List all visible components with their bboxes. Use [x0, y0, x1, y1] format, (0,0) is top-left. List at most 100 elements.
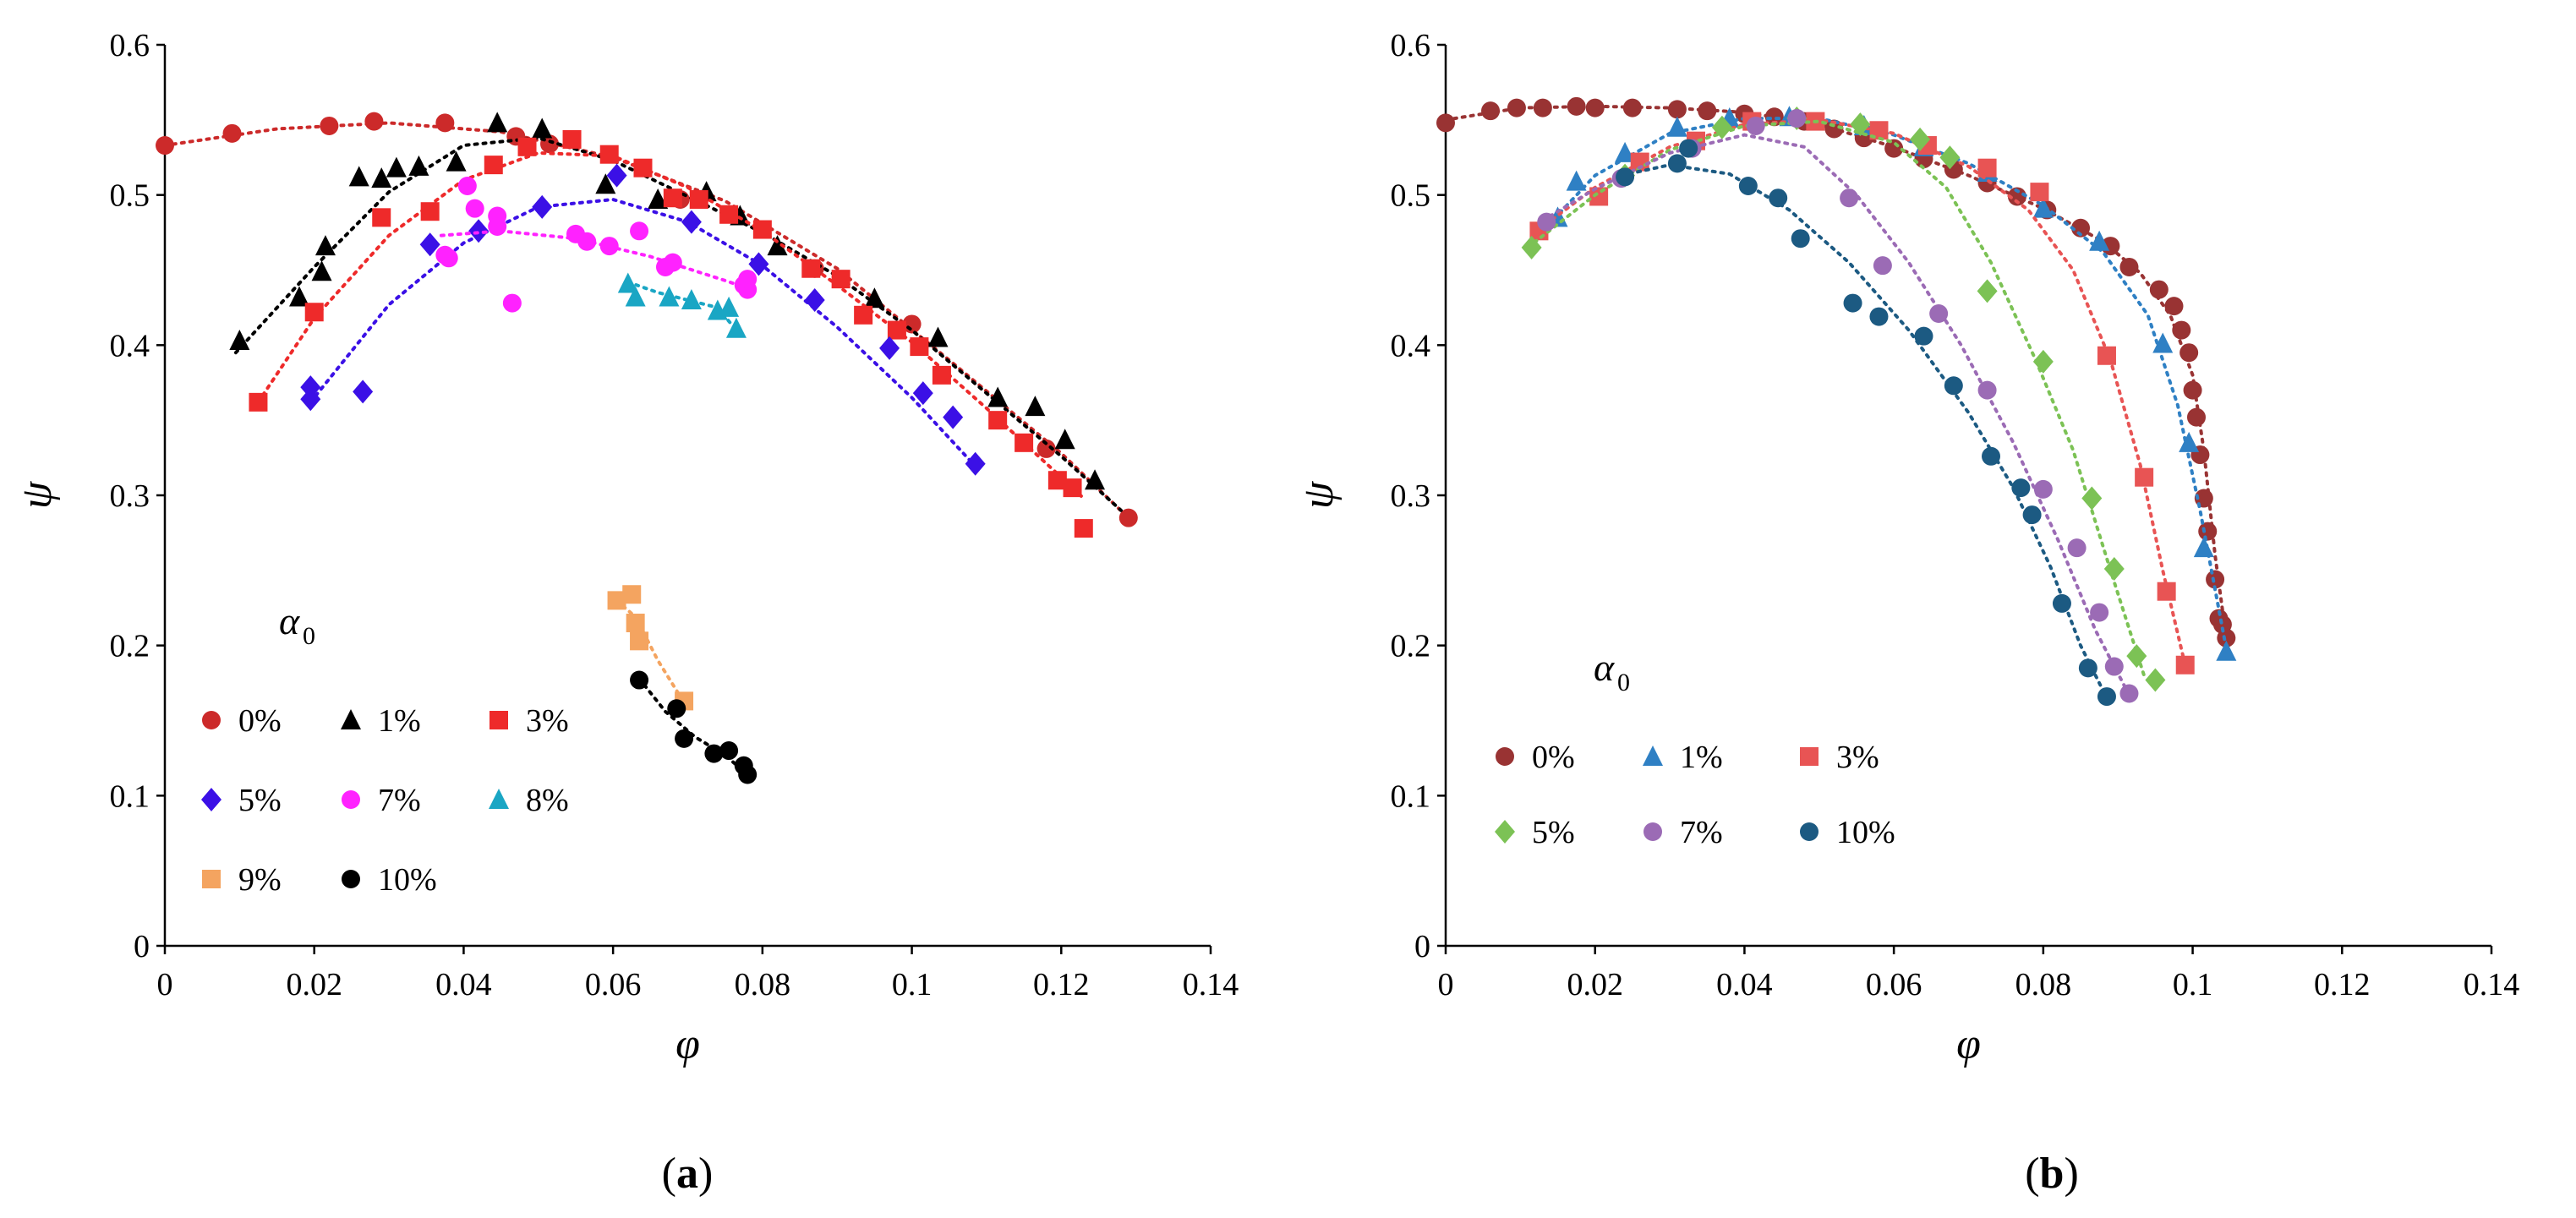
panel-b-legend-title-subscript: 0 [1617, 669, 1630, 696]
panel-a-series-1pct-point [487, 112, 508, 133]
panel-a-y-tick-label: 0.6 [110, 28, 150, 63]
panel-b-series-1pct-point [2216, 640, 2237, 661]
panel-a-x-axis-title: φ [675, 1020, 700, 1068]
panel-b-y-tick-label: 0.5 [1391, 178, 1431, 214]
panel-a-series-8pct-point [617, 272, 638, 293]
panel-b-series-10pct-point [1843, 293, 1862, 313]
panel-a-series-5pct-point [300, 375, 321, 400]
panel-b-series-5pct-point [1939, 145, 1961, 170]
panel-a-legend-5pct-marker [201, 788, 222, 811]
panel-a-series-3pct-point [887, 320, 906, 340]
panel-a-series-7pct-point [457, 177, 477, 196]
panel-a-series-1pct-point [987, 386, 1009, 407]
panel-a-series-5pct-point [965, 451, 986, 476]
panel-b-series-0pct-point [2186, 407, 2206, 427]
panel-b-series-3pct-point [1630, 152, 1649, 172]
panel-b-series-0pct-point [2172, 320, 2191, 340]
panel-a-series-1pct-point [311, 260, 332, 281]
panel-b-series-0pct-point [2119, 257, 2139, 276]
panel-a-y-tick-label: 0.5 [110, 178, 150, 214]
panel-b-series-10pct-trendline [1619, 163, 2108, 700]
panel-b-series-3pct-point [2175, 655, 2195, 675]
panel-b-series-7pct-point [2119, 684, 2139, 703]
panel-a-series-8pct-point [725, 317, 747, 338]
panel-b-x-tick-label: 0.1 [2173, 967, 2213, 1002]
panel-a-x-tick-label: 0.06 [585, 967, 642, 1002]
panel-a-series-7pct-point [439, 249, 458, 268]
panel-a-series-1pct-point [314, 235, 336, 256]
panel-a-series-1pct-point [1025, 396, 1046, 417]
panel-a-series-5pct-point [532, 194, 553, 219]
panel-a-series-5pct-point [748, 252, 769, 276]
panel-b-y-tick-label: 0.3 [1391, 478, 1431, 514]
panel-b-series-7pct-point [2033, 479, 2053, 499]
panel-a-series-10pct-point [719, 741, 739, 761]
panel-b-series-7pct-point [1873, 256, 1892, 276]
panel-b-label: (b) [2025, 1150, 2079, 1198]
panel-a-series-0pct-point [435, 113, 455, 133]
panel-b-series-5pct-point [2103, 557, 2125, 582]
panel-a-series-7pct-point [630, 221, 649, 241]
panel-a-series-5pct-point [879, 336, 900, 360]
panel-a-series-3pct-point [932, 365, 951, 385]
panel-a-series-3pct-point [801, 259, 821, 278]
panel-a-series-1pct-point [446, 150, 467, 172]
panel-b-series-0pct-point [1533, 98, 1552, 117]
panel-a-series-9pct-point [626, 614, 645, 633]
panel-a-series-1pct-point [229, 330, 250, 351]
panel-a-series-3pct-point [689, 189, 708, 209]
panel-a-series-1pct-point [348, 166, 369, 187]
panel-a-series-1pct-trendline [233, 136, 1123, 512]
panel-b-series-10pct-point [1769, 188, 1788, 208]
panel-a-series-3pct-point [420, 202, 440, 221]
panel-b-series-3pct-point [1977, 158, 1997, 178]
panel-a-series-3pct-point [988, 411, 1008, 430]
panel-a-series-3pct-point [517, 137, 537, 156]
panel-b-series-7pct-point [2090, 603, 2109, 622]
panel-a-y-tick-label: 0.1 [110, 778, 150, 814]
panel-a-series-7pct-point [465, 199, 484, 218]
panel-a-legend-3pct-label: 3% [526, 703, 569, 739]
panel-a-series-3pct-point [304, 303, 324, 322]
panel-a-series-1pct-point [1085, 469, 1106, 490]
panel-b-y-tick-label: 0.2 [1391, 629, 1431, 664]
panel-a-series-0pct-point [364, 112, 384, 131]
panel-a-x-tick-label: 0.12 [1033, 967, 1090, 1002]
panel-b-series-0pct-point [1698, 101, 1717, 121]
panel-b-series-5pct-point [1910, 127, 1931, 151]
panel-a-series-5pct-point [681, 210, 702, 234]
panel-b-x-tick-label: 0.08 [2015, 967, 2072, 1002]
panel-b-series-1pct-point [2152, 332, 2174, 353]
panel-a-series-5pct-point [943, 405, 964, 429]
panel-b-legend-5pct-marker [1495, 820, 1515, 844]
panel-a-series-1pct-point [648, 188, 669, 209]
panel-a-x-tick-label: 0.04 [435, 967, 492, 1002]
panel-b-series-10pct-point [2052, 593, 2071, 613]
panel-a-series-0pct-point [222, 123, 242, 143]
panel-b-legend-0pct-label: 0% [1532, 740, 1575, 775]
panel-a-series-10pct-point [675, 729, 694, 748]
panel-b-series-0pct-point [2149, 280, 2169, 299]
panel-a-series-3pct-point [372, 208, 391, 227]
panel-a-series-1pct-point [371, 167, 392, 188]
panel-a-series-3pct-trendline [256, 150, 1086, 500]
panel-a-series-10pct-point [738, 765, 757, 784]
panel-b-series-10pct-point [1616, 167, 1635, 187]
panel-a-y-tick-label: 0.2 [110, 629, 150, 664]
panel-a-legend-9pct-label: 9% [238, 862, 282, 898]
panel-b-series-10pct-point [2078, 658, 2097, 678]
panel-a-series-5pct-point [300, 387, 321, 412]
panel-b-series-0pct-point [2183, 380, 2202, 400]
panel-b-series-7pct-point [1840, 188, 1859, 208]
panel-b-series-7pct-point [1537, 212, 1556, 232]
panel-a-series-5pct-point [419, 232, 440, 257]
panel-b-x-tick-label: 0.14 [2464, 967, 2520, 1002]
panel-a-series-3pct-point [562, 129, 582, 149]
panel-b-series-0pct-point [1764, 107, 1784, 127]
panel-a-series-7pct-point [502, 293, 522, 313]
panel-b-series-1pct-point [2089, 230, 2110, 251]
panel-b-legend-7pct-label: 7% [1680, 815, 1723, 850]
panel-b-series-10pct-point [1667, 154, 1687, 173]
panel-b-series-10pct-point [2011, 478, 2031, 498]
panel-a-series-5pct-point [468, 219, 489, 243]
